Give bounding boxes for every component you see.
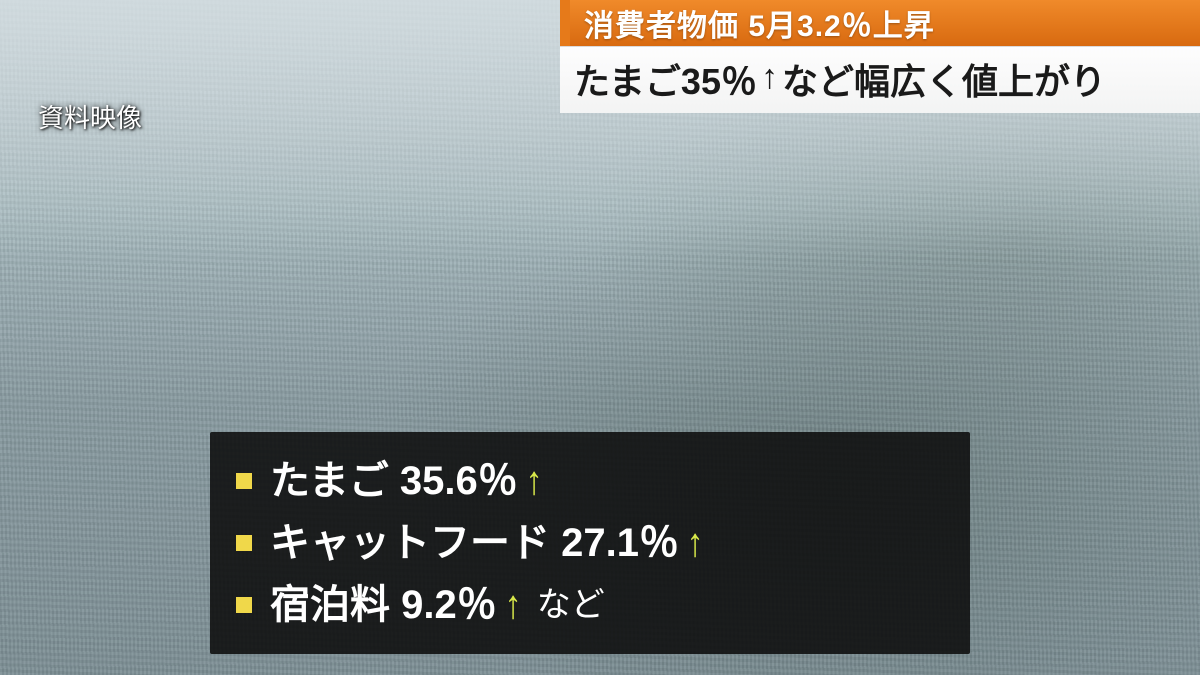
item-label: キャットフード 27.1％ (270, 512, 679, 574)
up-arrow-icon: ↑ (686, 512, 703, 574)
item-suffix: など (537, 579, 605, 632)
headline-top-bar: 消費者物価 5月3.2％上昇 (560, 0, 1200, 46)
price-increase-panel: たまご 35.6％ ↑ キャットフード 27.1％ ↑ 宿泊料 9.2％ ↑ な… (210, 432, 970, 654)
headline-banner: 消費者物価 5月3.2％上昇 たまご35％ ↑ など幅広く値上がり (560, 0, 1200, 113)
list-item: 宿泊料 9.2％ ↑ など (236, 574, 940, 636)
headline-top-text: 消費者物価 5月3.2％上昇 (570, 0, 1200, 46)
headline-bottom-bar: たまご35％ ↑ など幅広く値上がり (560, 46, 1200, 113)
headline-accent (560, 0, 570, 46)
bullet-icon (236, 597, 252, 613)
headline-bottom-post: など幅広く値上がり (782, 53, 1106, 105)
list-item: キャットフード 27.1％ ↑ (236, 512, 940, 574)
footage-caption: 資料映像 (38, 98, 142, 135)
list-item: たまご 35.6％ ↑ (236, 450, 940, 512)
up-arrow-icon: ↑ (525, 450, 542, 512)
up-arrow-icon: ↑ (761, 60, 778, 94)
item-label: たまご 35.6％ (270, 450, 518, 512)
headline-bottom-pre: たまご35％ (574, 53, 757, 105)
bullet-icon (236, 535, 252, 551)
bullet-icon (236, 473, 252, 489)
item-label: 宿泊料 9.2％ (270, 574, 497, 636)
up-arrow-icon: ↑ (504, 574, 521, 636)
